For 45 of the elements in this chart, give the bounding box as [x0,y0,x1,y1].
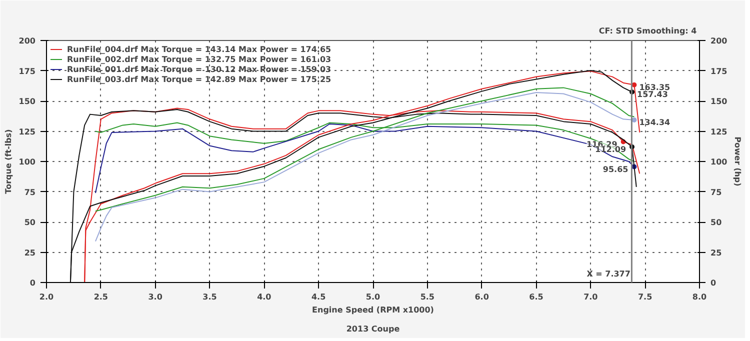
y2-tick-label: 75 [710,188,722,197]
y-tick-label: 175 [18,66,36,76]
x-tick-label: 5.5 [420,292,435,302]
data-label: 157.43 [637,90,668,100]
y-tick-label: 50 [24,218,36,227]
x-tick-label: 3.0 [148,292,163,302]
x-tick-label: 7.0 [584,292,598,302]
ref-line-label: X = 7.377 [586,270,630,278]
x-tick-label: 6.0 [474,292,490,302]
y-tick-label: 200 [18,36,36,46]
y2-tick-label: 25 [710,248,722,258]
data-label: 163.35 [639,82,671,92]
x-axis-title: Engine Speed (RPM x1000) [312,306,434,314]
x-tick-label: 4.0 [257,292,272,302]
y2-tick-label: 125 [710,127,728,136]
legend-label: RunFile_002.drf Max Torque = 132.75 Max Power = 161.03 [67,54,332,64]
text: 2013 Coupe [346,324,400,334]
x-tick-label: 6.5 [529,292,544,302]
y2-tick-label: 175 [710,66,728,76]
legend-label: RunFile_001.drf Max Torque = 130.12 Max Power = 159.03 [67,64,332,74]
y-tick-label: 150 [18,97,36,106]
y2-tick-label: 150 [710,97,728,106]
x-tick-label: 2.5 [94,292,108,302]
y-tick-label: 125 [18,127,36,136]
y2-tick-label: 50 [710,218,722,227]
x-tick-label: 3.5 [202,292,218,302]
y2-tick-label: 200 [710,36,728,46]
x-tick-label: 7.5 [638,292,653,302]
legend-label: RunFile_003.drf Max Torque = 142.89 Max Power = 175.25 [67,74,332,84]
y-tick-label: 100 [18,158,36,166]
data-label: 134.34 [639,118,671,127]
text: CF: STD Smoothing: 4 [598,26,698,36]
y-axis-title: Torque (ft-lbs) [4,129,13,194]
x-tick-label: 4.5 [311,292,326,302]
x-tick-label: 2.0 [39,292,54,302]
y-tick-label: 75 [24,188,36,197]
y2-tick-label: 100 [710,158,728,166]
x-tick-label: 5.0 [366,292,381,302]
y-tick-label: 25 [24,248,36,258]
legend-label: RunFile_004.drf Max Torque = 143.14 Max Power = 174.65 [67,44,332,54]
y2-tick-label: 0 [710,278,716,288]
x-tick-label: 8.0 [692,292,708,302]
y2-axis-title: Power (hp) [733,136,742,186]
data-label: 95.65 [602,164,629,174]
y-tick-label: 0 [30,278,36,288]
